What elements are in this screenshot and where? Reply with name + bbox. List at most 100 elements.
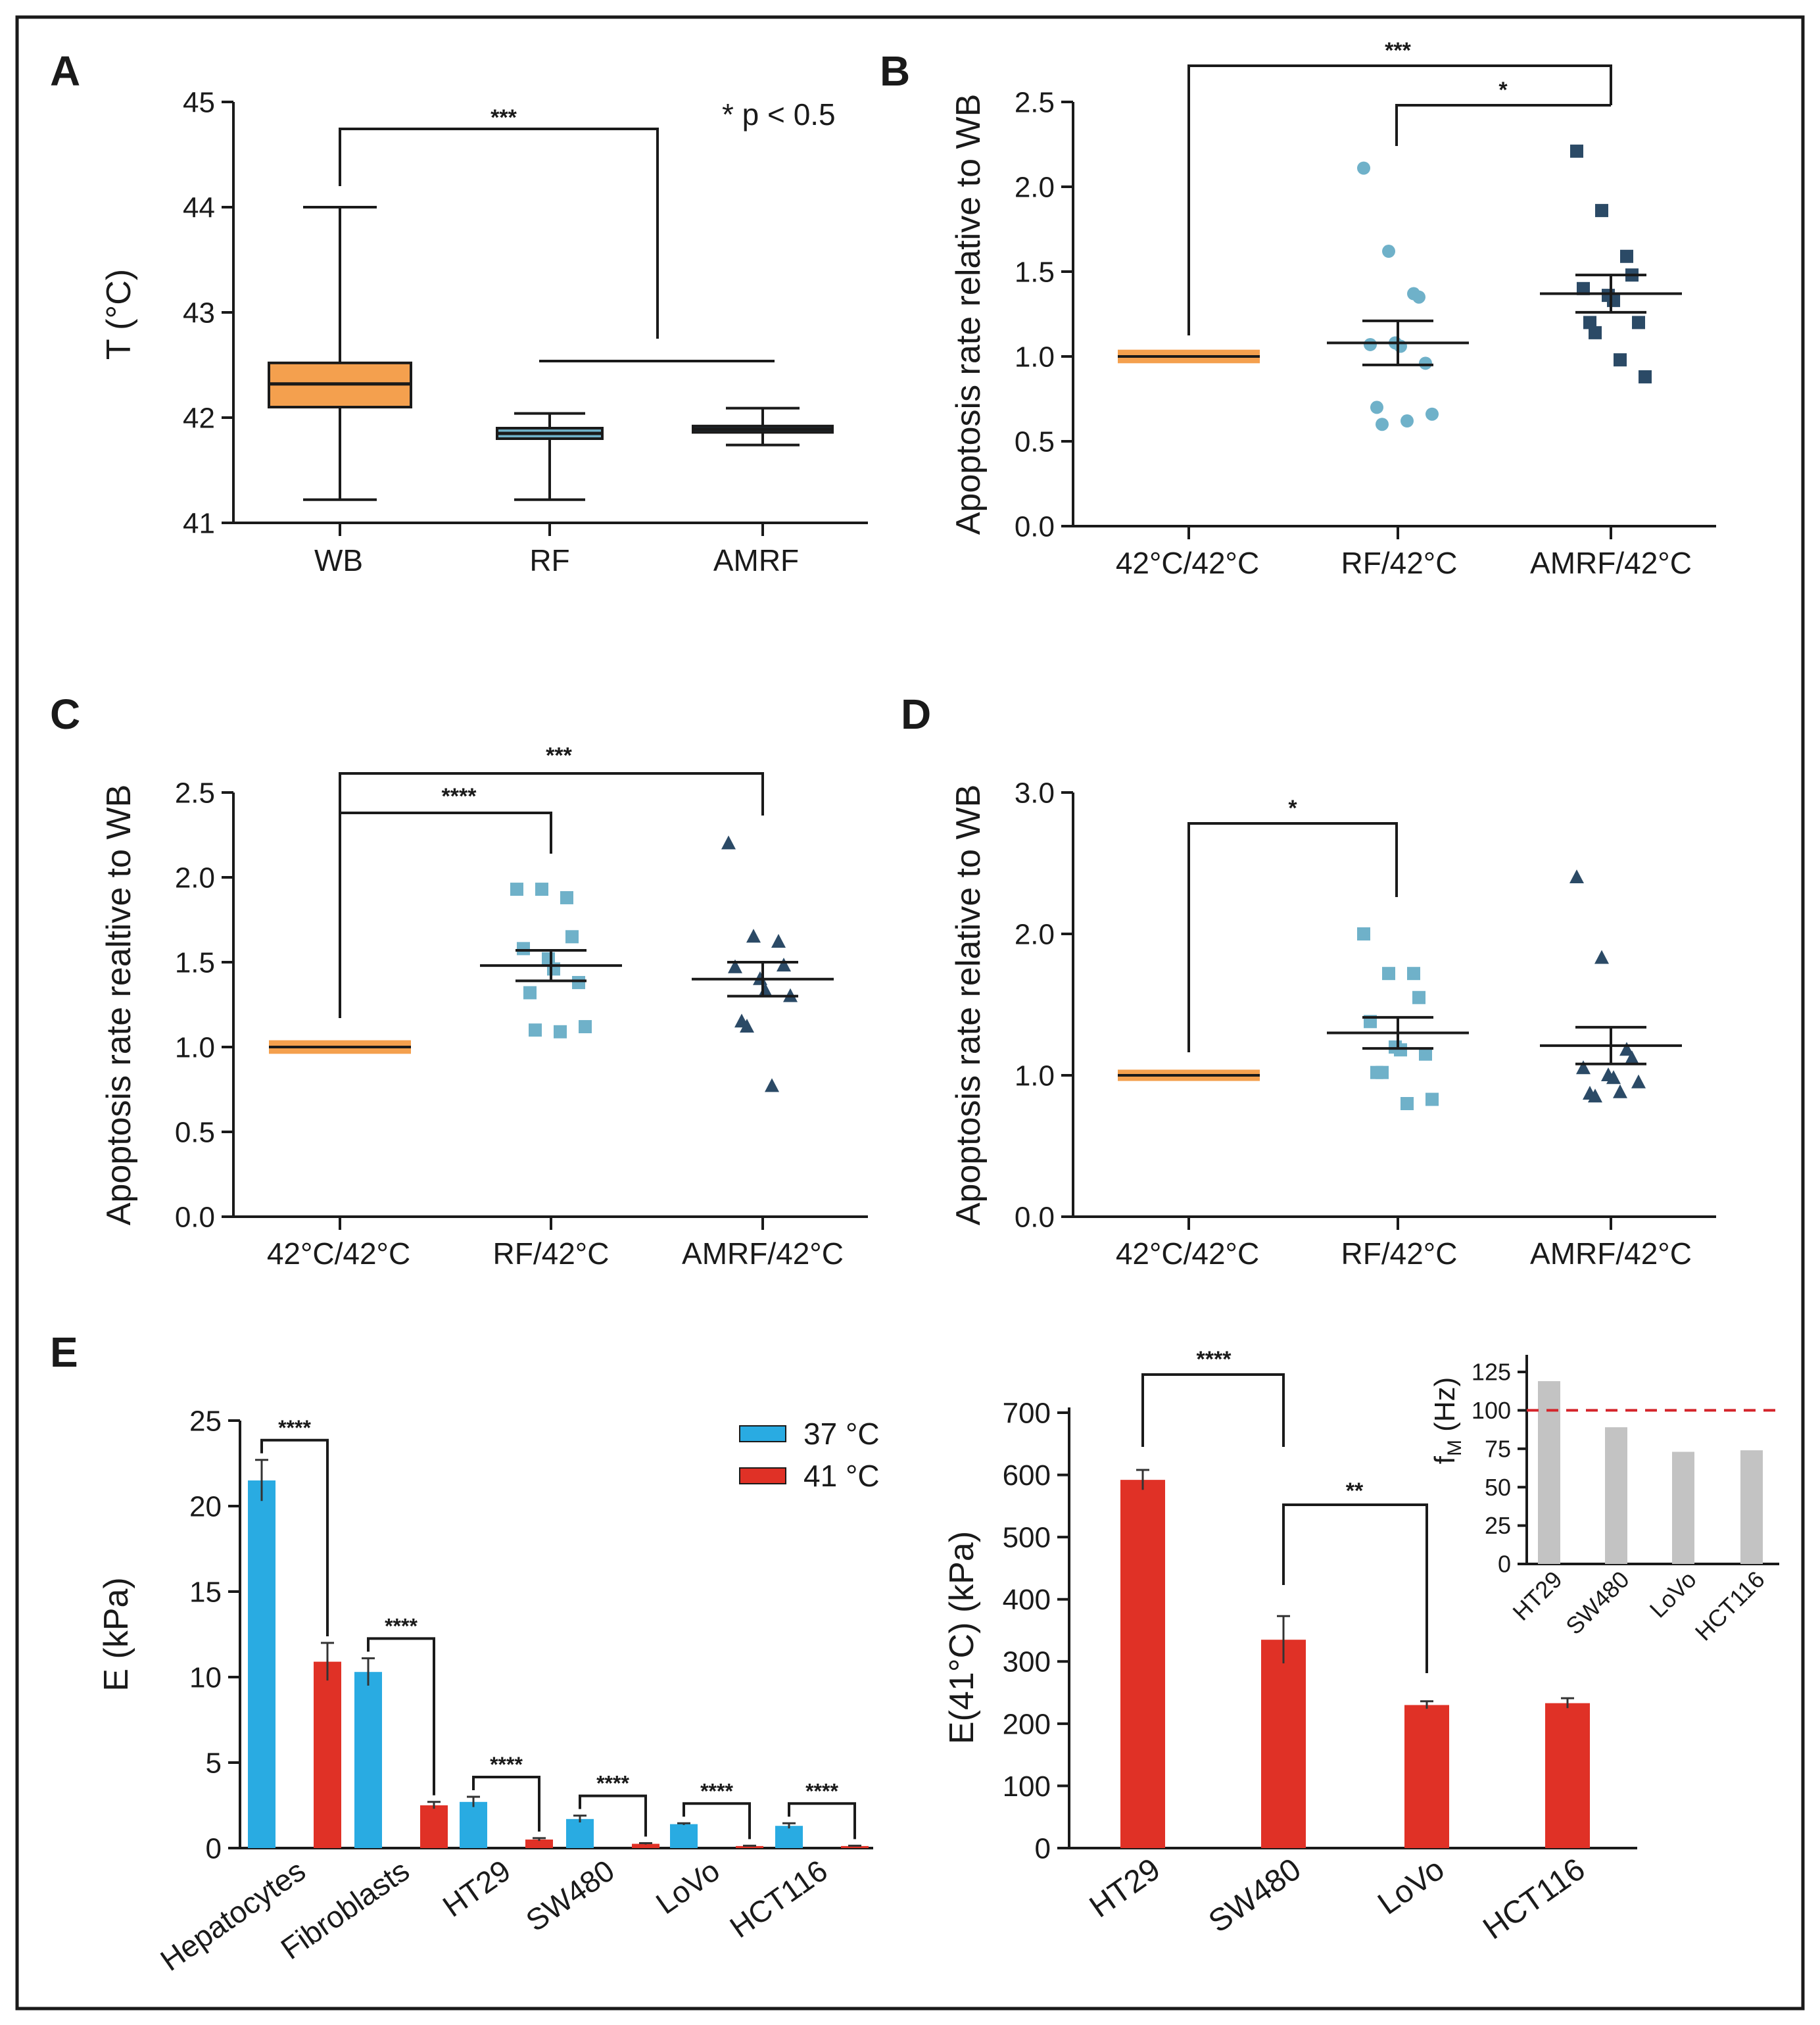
e2-bars: [1120, 1469, 1590, 1848]
c-x-label-2: RF/42°C: [493, 1236, 610, 1271]
d-point-1-6: [1394, 1043, 1407, 1057]
inset-y-tick-label-2: 50: [1485, 1474, 1511, 1501]
c-point-2-4: [728, 959, 742, 973]
a-boxes: [268, 206, 834, 536]
e2-x-label-3: HCT116: [1477, 1852, 1591, 1947]
a-significance-label: ***: [491, 105, 517, 130]
legend-swatch-41c: [739, 1467, 786, 1484]
e2-x-label-0: HT29: [1084, 1852, 1167, 1925]
panel-label-c: C: [50, 691, 80, 738]
c-x-label-1: 42°C/42°C: [267, 1236, 410, 1271]
d-y-tick-label-0: 0.0: [1015, 1201, 1055, 1233]
e1-bar-1-4: [736, 1845, 763, 1848]
b-y-tick-label-4: 2.0: [1015, 171, 1055, 203]
d-point-2-0: [1569, 869, 1584, 883]
b-y-tick-label-2: 1.0: [1015, 341, 1055, 373]
e1-x-label-5: HCT116: [723, 1853, 833, 1945]
c-point-2-0: [721, 835, 736, 850]
b-y-tick-label-1: 0.5: [1015, 426, 1055, 458]
b-points: [1118, 144, 1682, 539]
d-point-1-1: [1382, 967, 1395, 981]
a-y-tick-label-3: 44: [183, 191, 215, 224]
inset-bars: [1538, 1381, 1763, 1564]
e1-bracket-3: [579, 1794, 647, 1837]
inset-x-label-2: LoVo: [1644, 1566, 1702, 1623]
e2-bar-1: [1261, 1640, 1306, 1848]
e1-y-tick-label-0: 0: [206, 1832, 222, 1865]
d-point-2-1: [1594, 950, 1609, 964]
c-point-2-2: [771, 934, 786, 948]
e2-x-label-2: LoVo: [1372, 1852, 1450, 1922]
e1-significance-4: ****: [700, 1779, 733, 1803]
a-x-label-amrf: AMRF: [713, 543, 799, 577]
b-point-1-0: [1357, 161, 1370, 175]
c-x-label-3: AMRF/42°C: [682, 1236, 844, 1271]
d-y-tick-label-3: 3.0: [1015, 777, 1055, 809]
e1-bracket-4: [682, 1802, 751, 1840]
b-point-2-11: [1639, 370, 1652, 383]
b-point-1-10: [1401, 414, 1414, 428]
a-x-label-wb: WB: [314, 543, 363, 577]
c-y-tick-label-3: 1.5: [175, 946, 215, 979]
c-point-1-9: [529, 1023, 542, 1037]
panel-c: C 0.0 0.5 1.0 1.5 2.0 2.5 Apoptosis rate real…: [50, 691, 868, 1271]
c-significance-label-1: ****: [442, 784, 477, 809]
c-point-1-0: [510, 883, 523, 896]
e2-y-tick-label-5: 500: [1003, 1522, 1051, 1554]
e1-significance-3: ****: [596, 1772, 629, 1795]
e1-x-label-4: LoVo: [650, 1853, 726, 1921]
e1-legend: 37 °C 41 °C: [739, 1417, 880, 1493]
a-bracket: [339, 128, 659, 339]
inset-bar-2: [1672, 1452, 1694, 1564]
c-y-tick-label-4: 2.0: [175, 862, 215, 894]
e1-bar-0-2: [460, 1801, 487, 1848]
legend-label-41c: 41 °C: [803, 1459, 880, 1493]
d-point-2-10: [1613, 1084, 1627, 1098]
b-significance: *** *: [1187, 38, 1612, 335]
b-point-2-2: [1620, 249, 1633, 263]
c-point-1-3: [565, 930, 579, 944]
c-point-1-2: [560, 891, 573, 904]
b-point-2-8: [1583, 316, 1596, 329]
e1-x-label-0: Hepatocytes: [154, 1853, 311, 1978]
e1-bar-0-4: [670, 1824, 698, 1848]
c-bracket-2: [340, 812, 552, 854]
a-y-tick-label-1: 42: [183, 402, 215, 434]
b-x-label-1: 42°C/42°C: [1116, 546, 1259, 580]
e2-y-tick-label-1: 100: [1003, 1770, 1051, 1803]
d-point-2-3: [1625, 1050, 1639, 1065]
a-y-tick-label-4: 45: [183, 86, 215, 118]
b-point-2-4: [1577, 281, 1590, 295]
e1-y-tick-label-3: 15: [189, 1576, 222, 1608]
b-point-1-1: [1382, 245, 1395, 258]
d-point-2-4: [1576, 1060, 1591, 1075]
e2-x-label-1: SW480: [1203, 1852, 1307, 1940]
b-point-1-11: [1425, 407, 1439, 421]
inset-y-tick-label-1: 25: [1485, 1512, 1511, 1539]
inset-y-label-sub: M: [1444, 1440, 1466, 1456]
e2-y-tick-label-6: 600: [1003, 1459, 1051, 1492]
c-y-ticks: 0.0 0.5 1.0 1.5 2.0 2.5: [175, 777, 233, 1233]
a-significance: ***: [339, 105, 775, 362]
d-significance: *: [1187, 796, 1398, 1052]
d-point-2-2: [1619, 1042, 1634, 1056]
c-points: [269, 835, 834, 1230]
inset-y-label-main: f: [1429, 1455, 1461, 1464]
e2-y-label: E(41°C) (kPa): [943, 1531, 981, 1744]
e1-bar-1-3: [632, 1843, 659, 1848]
inset-y-ticks: 0 25 50 75 100 125: [1472, 1359, 1527, 1578]
e1-y-tick-label-1: 5: [206, 1747, 222, 1779]
e2-significance: **** **: [1141, 1347, 1428, 1673]
e2-bracket-2: [1282, 1503, 1428, 1673]
c-y-tick-label-2: 1.0: [175, 1031, 215, 1063]
e1-bracket-5: [788, 1802, 856, 1840]
e1-bars: **** **** **** **** **** ****: [248, 1416, 869, 1848]
figure-border: [15, 15, 1805, 2011]
b-point-2-6: [1607, 293, 1620, 307]
c-significance-label-2: ***: [546, 743, 572, 768]
b-point-2-0: [1570, 144, 1583, 158]
d-x-label-1: 42°C/42°C: [1116, 1236, 1259, 1271]
